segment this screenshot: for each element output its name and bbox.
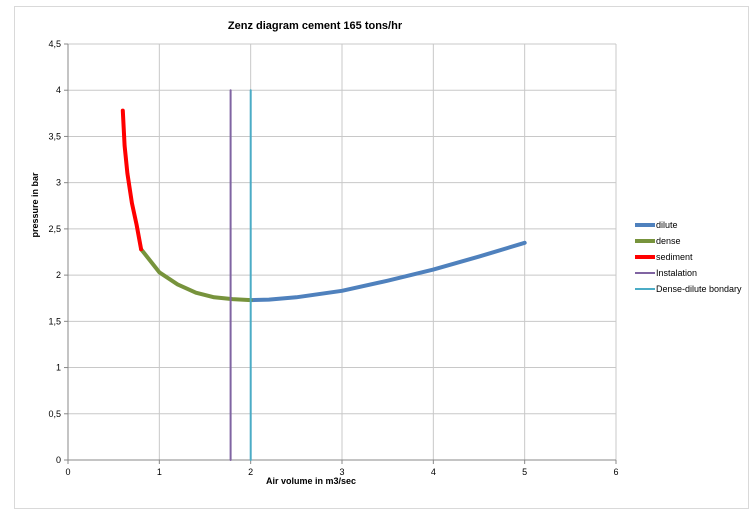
legend-label-instalation: Instalation <box>656 268 697 278</box>
x-tick-label: 5 <box>522 467 527 477</box>
x-tick-label: 0 <box>65 467 70 477</box>
y-axis-title: pressure in bar <box>30 172 40 238</box>
y-tick-label: 4 <box>56 85 61 95</box>
chart-title: Zenz diagram cement 165 tons/hr <box>228 20 403 32</box>
series-line-dilute <box>248 240 527 303</box>
x-tick-label: 3 <box>339 467 344 477</box>
series-line-sediment <box>120 108 144 252</box>
y-tick-label: 0 <box>56 455 61 465</box>
chart-frame: Zenz diagram cement 165 tons/hr 0 0,5 1 1,5… <box>14 6 749 509</box>
y-tick-label: 1 <box>56 363 61 373</box>
y-tick-label: 0,5 <box>48 409 61 419</box>
x-tick-label: 2 <box>248 467 253 477</box>
y-tick-label: 3 <box>56 178 61 188</box>
legend-label-dense: dense <box>656 236 681 246</box>
zenz-chart: Zenz diagram cement 165 tons/hr 0 0,5 1 1,5… <box>30 20 742 486</box>
x-axis-title: Air volume in m3/sec <box>266 476 356 486</box>
axis-layer: 0 0,5 1 1,5 2 2,5 3 3,5 4 4,5 0 1 2 3 4 5 6 <box>48 39 618 477</box>
legend-label-dense-dilute-bondary: Dense-dilute bondary <box>656 284 742 294</box>
grid-layer <box>68 43 617 460</box>
x-tick-label: 4 <box>431 467 436 477</box>
legend: dilute dense sediment Instalation Dense-dilu… <box>635 220 742 294</box>
x-tick-label: 6 <box>613 467 618 477</box>
y-tick-label: 3,5 <box>48 131 61 141</box>
series-layer <box>120 89 527 461</box>
y-tick-label: 1,5 <box>48 316 61 326</box>
series-line-dense <box>139 247 253 303</box>
y-tick-label: 2 <box>56 270 61 280</box>
y-tick-label: 4,5 <box>48 39 61 49</box>
legend-label-dilute: dilute <box>656 220 678 230</box>
legend-label-sediment: sediment <box>656 252 693 262</box>
x-tick-label: 1 <box>157 467 162 477</box>
y-tick-label: 2,5 <box>48 224 61 234</box>
